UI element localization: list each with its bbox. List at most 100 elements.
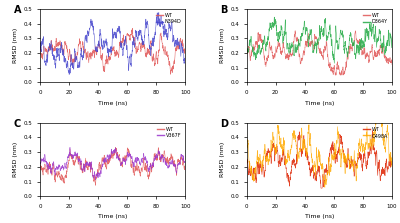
N394D [38,42,42,45]
WT [370,129,375,132]
D364Y [244,46,249,48]
WT [52,45,57,47]
WT [52,178,57,180]
WT [344,61,349,63]
WT [130,27,135,30]
Line: WT: WT [40,147,186,185]
Q498A [303,147,308,150]
WT [38,49,42,51]
WT [102,68,106,71]
WT [244,49,249,51]
Y-axis label: RMSD (nm): RMSD (nm) [13,28,18,63]
WT [168,73,173,76]
Q498A [244,153,249,155]
V367F [151,161,156,163]
Q498A [374,114,379,117]
N394D [102,43,107,45]
WT [183,52,188,55]
WT [151,160,156,163]
WT [259,167,264,170]
Line: WT: WT [246,31,392,75]
WT [303,153,308,156]
Line: N394D: N394D [40,12,186,74]
N394D [52,63,57,66]
Line: D364Y: D364Y [246,17,392,63]
WT [113,146,118,149]
N394D [154,19,158,22]
Line: V367F: V367F [40,147,186,180]
WT [154,156,159,158]
Text: A: A [14,5,21,15]
V367F [102,157,107,160]
Q498A [344,160,349,163]
V367F [93,178,98,181]
WT [358,47,363,50]
WT [138,43,142,46]
WT [308,41,313,44]
WT [318,187,323,190]
Text: B: B [220,5,228,15]
Legend: WT, V367F: WT, V367F [155,125,183,140]
D364Y [358,38,363,41]
WT [360,53,365,56]
Y-axis label: RMSD (nm): RMSD (nm) [220,28,225,63]
WT [96,163,101,165]
Line: WT: WT [40,28,186,74]
D364Y [344,51,349,54]
Q498A [322,186,327,189]
N394D [183,50,188,52]
X-axis label: Time (ns): Time (ns) [304,215,334,219]
WT [358,154,362,157]
Line: WT: WT [246,130,392,188]
D364Y [332,62,337,65]
WT [333,74,338,76]
D364Y [303,32,308,34]
Legend: WT, D364Y: WT, D364Y [361,11,390,26]
Text: C: C [14,119,21,129]
N394D [151,43,156,46]
Q498A [390,158,394,161]
N394D [138,34,142,37]
V367F [68,146,72,149]
X-axis label: Time (ns): Time (ns) [304,101,334,105]
X-axis label: Time (ns): Time (ns) [98,101,128,105]
D364Y [360,40,365,43]
WT [102,154,107,157]
V367F [38,161,42,164]
Q498A [358,146,362,148]
WT [38,163,42,165]
WT [344,160,349,163]
WT [93,184,98,187]
D364Y [272,16,277,18]
Legend: WT, N394D: WT, N394D [154,11,183,26]
WT [138,174,142,177]
Q498A [308,144,313,147]
WT [96,43,101,46]
Line: Q498A: Q498A [246,116,392,187]
X-axis label: Time (ns): Time (ns) [98,215,128,219]
V367F [154,153,159,156]
D364Y [308,33,313,35]
WT [151,57,156,60]
V367F [183,160,188,162]
WT [183,165,188,167]
V367F [52,172,57,175]
WT [244,158,249,160]
WT [154,50,158,53]
WT [308,168,313,171]
WT [303,43,308,46]
WT [293,29,298,32]
Legend: WT, Q498A: WT, Q498A [361,125,390,140]
N394D [156,11,161,14]
Q498A [360,145,365,148]
WT [390,161,394,164]
D364Y [390,35,394,38]
D364Y [259,49,264,52]
Y-axis label: RMSD (nm): RMSD (nm) [220,142,225,177]
WT [390,63,394,66]
N394D [67,73,72,76]
V367F [138,163,142,166]
N394D [96,43,101,45]
WT [259,40,264,42]
Q498A [259,166,264,169]
